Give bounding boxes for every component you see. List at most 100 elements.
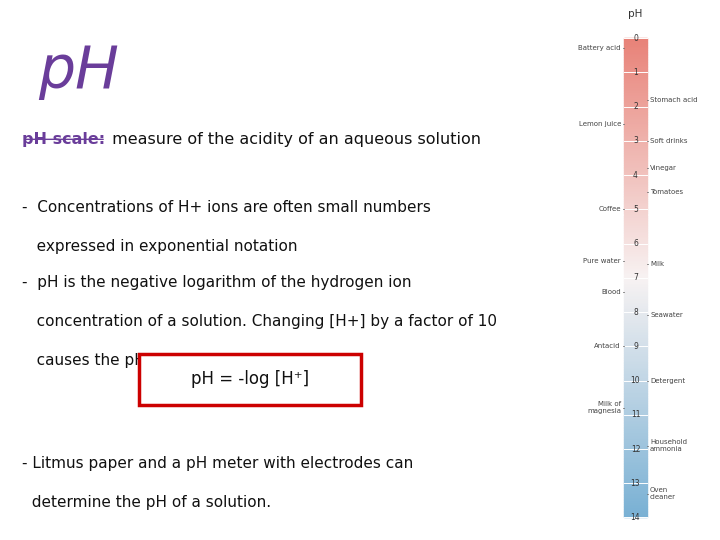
Bar xyxy=(624,266,647,267)
Bar xyxy=(624,267,647,269)
Text: pH: pH xyxy=(629,9,643,19)
Bar xyxy=(624,468,647,470)
Bar xyxy=(624,290,647,292)
Bar xyxy=(624,242,647,244)
Bar xyxy=(624,453,647,454)
Bar xyxy=(624,249,647,251)
Bar xyxy=(624,403,647,404)
Bar xyxy=(624,194,647,195)
Bar xyxy=(624,274,647,276)
Bar xyxy=(624,505,647,507)
Bar xyxy=(624,425,647,427)
Bar xyxy=(624,501,647,502)
Bar xyxy=(624,170,647,172)
Bar xyxy=(624,457,647,460)
Text: Vinegar: Vinegar xyxy=(650,165,677,171)
Bar xyxy=(624,329,647,331)
Bar xyxy=(624,136,647,138)
Bar xyxy=(624,350,647,352)
Bar xyxy=(624,204,647,206)
Bar xyxy=(624,151,647,153)
Bar xyxy=(624,309,647,310)
Bar xyxy=(624,358,647,360)
Bar xyxy=(624,480,647,482)
Bar xyxy=(624,404,647,406)
Bar xyxy=(624,55,647,57)
Bar xyxy=(624,91,647,93)
Bar xyxy=(624,411,647,413)
Bar xyxy=(624,50,647,52)
Bar xyxy=(624,72,647,74)
Bar xyxy=(624,153,647,154)
Text: 5: 5 xyxy=(633,205,638,214)
Bar xyxy=(624,444,647,446)
Bar xyxy=(624,119,647,120)
Bar xyxy=(624,460,647,461)
Bar xyxy=(624,255,647,257)
Bar xyxy=(624,191,647,192)
Bar xyxy=(624,127,647,129)
Bar xyxy=(624,154,647,156)
Text: -  pH is the negative logarithm of the hydrogen ion: - pH is the negative logarithm of the hy… xyxy=(22,275,411,291)
Bar xyxy=(624,441,647,442)
Bar xyxy=(624,160,647,161)
Bar xyxy=(624,109,647,110)
Bar xyxy=(624,397,647,400)
Bar xyxy=(624,331,647,333)
Bar xyxy=(624,175,647,177)
FancyBboxPatch shape xyxy=(139,354,361,405)
Text: 8: 8 xyxy=(633,308,638,316)
Bar xyxy=(624,247,647,249)
Bar xyxy=(624,184,647,185)
Bar xyxy=(624,220,647,221)
Bar xyxy=(624,64,647,65)
Bar xyxy=(624,138,647,139)
Bar xyxy=(624,125,647,127)
Bar xyxy=(624,394,647,396)
Bar xyxy=(624,131,647,132)
Bar xyxy=(624,310,647,312)
Text: 0: 0 xyxy=(633,33,638,43)
Text: Pure water: Pure water xyxy=(583,258,621,264)
Bar xyxy=(624,185,647,187)
Text: Detergent: Detergent xyxy=(650,377,685,383)
Bar xyxy=(624,293,647,295)
Bar xyxy=(624,269,647,271)
Bar xyxy=(624,254,647,255)
Bar xyxy=(624,456,647,457)
Bar xyxy=(624,430,647,432)
Bar xyxy=(624,232,647,233)
Bar xyxy=(624,401,647,403)
Bar xyxy=(624,514,647,516)
Bar xyxy=(624,509,647,511)
Bar xyxy=(624,334,647,336)
Text: 2: 2 xyxy=(633,102,638,111)
Bar xyxy=(624,360,647,362)
Bar xyxy=(624,497,647,498)
Bar xyxy=(624,245,647,247)
Bar xyxy=(624,107,647,109)
Bar xyxy=(624,57,647,59)
Bar xyxy=(624,415,647,416)
Bar xyxy=(624,432,647,434)
Bar xyxy=(624,478,647,480)
Bar xyxy=(624,438,647,441)
Bar xyxy=(624,69,647,71)
Bar xyxy=(624,281,647,283)
Bar xyxy=(624,113,647,115)
Bar xyxy=(624,454,647,456)
Bar xyxy=(624,451,647,453)
Bar xyxy=(624,303,647,305)
Bar xyxy=(624,302,647,303)
Text: Tomatoes: Tomatoes xyxy=(650,189,683,195)
Bar xyxy=(624,161,647,163)
Bar xyxy=(624,475,647,476)
Bar xyxy=(624,449,647,451)
Bar xyxy=(624,490,647,492)
Bar xyxy=(624,90,647,91)
Bar xyxy=(624,120,647,122)
Text: Milk of
magnesia: Milk of magnesia xyxy=(587,401,621,414)
Bar xyxy=(624,363,647,365)
Bar xyxy=(624,172,647,173)
Bar xyxy=(624,112,647,113)
